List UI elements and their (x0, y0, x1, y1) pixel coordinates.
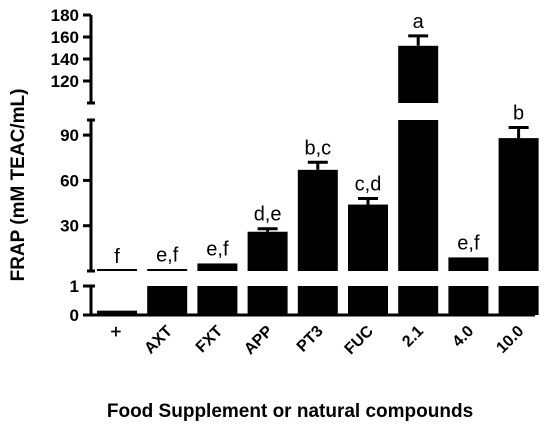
bar-APP (247, 286, 288, 315)
bar-2.1 (398, 120, 439, 271)
bar-FUC (348, 286, 388, 315)
significance-label: d,e (254, 204, 282, 226)
y-tick-label: 140 (51, 50, 79, 69)
y-tick-label: 90 (60, 126, 79, 145)
significance-label: b,c (304, 137, 331, 159)
y-tick-label: 180 (51, 6, 79, 25)
significance-label: f (114, 246, 120, 268)
x-tick-label: PT3 (294, 323, 327, 356)
bar-PT3 (297, 286, 338, 315)
bar-PT3 (297, 169, 338, 271)
bar-2.1 (398, 286, 439, 315)
significance-label: e,f (156, 244, 179, 266)
bars (97, 34, 539, 315)
x-tick-label: AXT (141, 323, 176, 358)
bar-10.0 (498, 286, 539, 315)
bar-× (97, 310, 137, 315)
bar-2.1 (398, 45, 439, 103)
bar-AXT (147, 286, 188, 315)
significance-label: e,f (457, 232, 480, 254)
y-tick-label: 160 (51, 28, 79, 47)
bar-4.0 (448, 257, 489, 271)
x-tick-label: × (107, 323, 126, 342)
x-tick-label: FXT (193, 323, 227, 357)
x-axis-title: Food Supplement or natural compounds (107, 401, 473, 422)
significance-label: e,f (206, 238, 229, 260)
significance-label: c,d (355, 174, 382, 196)
bar-FXT (197, 263, 238, 271)
y-tick-label: 0 (70, 306, 79, 325)
bar-FUC (348, 204, 388, 271)
y-tick-label: 1 (70, 277, 79, 296)
bar-APP (247, 231, 288, 271)
significance-label: a (413, 11, 425, 33)
x-tick-label: APP (241, 323, 277, 359)
bar-AXT (147, 269, 188, 271)
bar-4.0 (448, 286, 489, 315)
bar-FXT (197, 286, 238, 315)
y-tick-label: 120 (51, 72, 79, 91)
x-tick-label: FUC (342, 322, 378, 358)
x-tick-label: 2.1 (399, 323, 427, 351)
bar-× (97, 269, 137, 271)
y-axis-title: FRAP (mM TEAC/mL) (8, 89, 29, 282)
y-tick-label: 30 (60, 217, 79, 236)
x-tick-label: 4.0 (449, 323, 477, 351)
bar-10.0 (498, 138, 539, 271)
y-tick-label: 60 (60, 171, 79, 190)
significance-label: b (513, 103, 524, 125)
x-tick-label: 10.0 (493, 323, 527, 357)
